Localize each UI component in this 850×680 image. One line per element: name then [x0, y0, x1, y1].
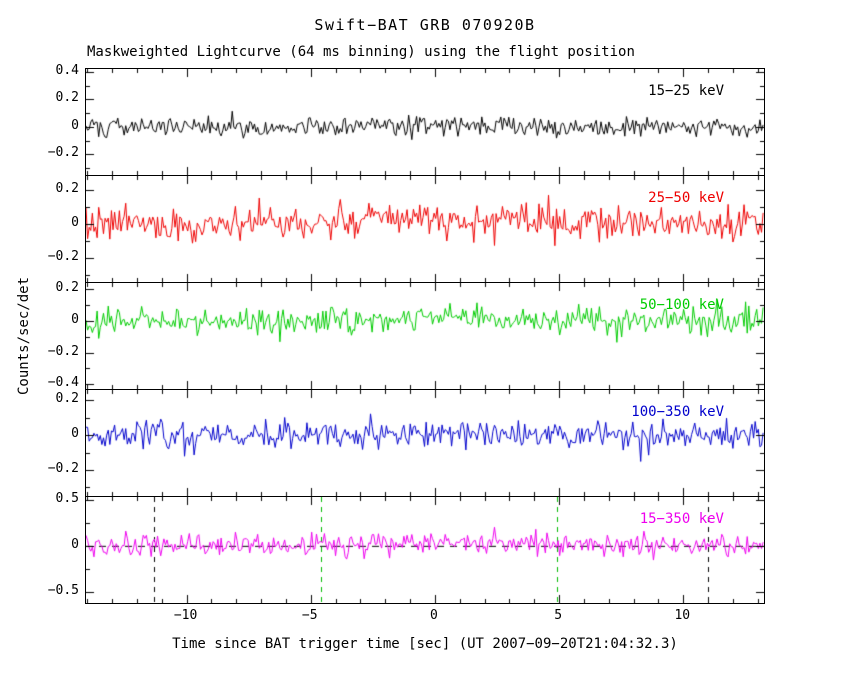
panel-15-350-kev: 15−350 keV — [85, 496, 765, 604]
y-tick-label: 0 — [71, 536, 79, 552]
lightcurve-canvas — [86, 497, 764, 603]
lightcurve-canvas — [86, 283, 764, 389]
chart-subtitle: Maskweighted Lightcurve (64 ms binning) … — [87, 44, 635, 60]
x-tick-label: 5 — [554, 608, 563, 623]
y-tick-label: 0.4 — [55, 62, 79, 78]
y-tick-label: 0.2 — [55, 90, 79, 106]
y-tick-label: 0.2 — [55, 280, 79, 296]
energy-band-label: 100−350 keV — [631, 404, 724, 420]
panel-25-50-kev: 25−50 keV — [85, 175, 765, 283]
y-tick-label: −0.2 — [47, 249, 79, 265]
x-tick-label: 10 — [674, 608, 691, 623]
y-tick-label: 0 — [71, 214, 79, 230]
x-tick-label: −5 — [301, 608, 318, 623]
energy-band-label: 15−350 keV — [639, 511, 724, 527]
y-tick-label: 0.2 — [55, 180, 79, 196]
x-tick-label: 0 — [430, 608, 438, 623]
y-tick-label: 0 — [71, 117, 79, 133]
y-tick-label: −0.2 — [47, 460, 79, 476]
panel-15-25-kev: 15−25 keV — [85, 68, 765, 176]
y-tick-label: 0.5 — [55, 490, 79, 506]
x-tick-label: −10 — [173, 608, 198, 623]
y-tick-label: 0.2 — [55, 391, 79, 407]
y-tick-label: −0.2 — [47, 343, 79, 359]
energy-band-label: 15−25 keV — [648, 83, 724, 99]
panel-100-350-kev: 100−350 keV — [85, 389, 765, 497]
y-tick-label: −0.4 — [47, 375, 79, 391]
lightcurve-canvas — [86, 390, 764, 496]
energy-band-label: 50−100 keV — [639, 297, 724, 313]
lightcurve-canvas — [86, 176, 764, 282]
y-tick-label: −0.2 — [47, 145, 79, 161]
y-tick-label: −0.5 — [47, 582, 79, 598]
lightcurve-canvas — [86, 69, 764, 175]
y-tick-label: 0 — [71, 426, 79, 442]
y-tick-label: 0 — [71, 311, 79, 327]
energy-band-label: 25−50 keV — [648, 190, 724, 206]
x-axis-title: Time since BAT trigger time [sec] (UT 20… — [172, 636, 678, 652]
chart-title: Swift−BAT GRB 070920B — [314, 16, 536, 34]
panel-50-100-kev: 50−100 keV — [85, 282, 765, 390]
